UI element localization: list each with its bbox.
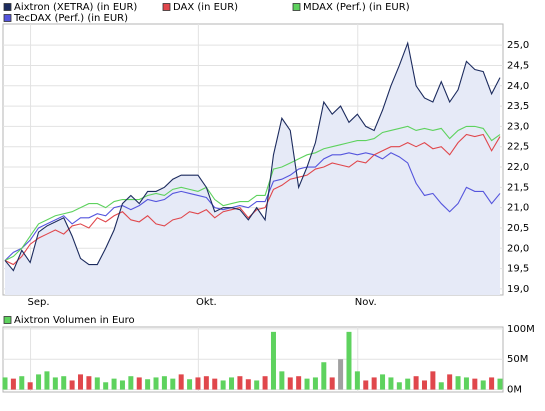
y-tick-label: 23,0	[507, 121, 529, 132]
bar	[405, 378, 411, 390]
legend-swatch	[3, 3, 12, 11]
bar	[354, 371, 360, 390]
bar	[321, 362, 327, 390]
bar	[455, 376, 461, 390]
bar	[36, 374, 42, 390]
legend-label: TecDAX (Perf.) (in EUR)	[13, 13, 128, 24]
bar	[145, 379, 151, 390]
legend-label: MDAX (Perf.) (in EUR)	[303, 2, 410, 13]
bar	[220, 380, 226, 390]
bar	[237, 376, 243, 390]
legend-label: Aixtron (XETRA) (in EUR)	[14, 2, 137, 13]
bar	[296, 376, 302, 390]
x-tick-label: Sep.	[28, 297, 50, 308]
bar	[10, 378, 16, 390]
bar	[338, 359, 344, 390]
y-tick-label: 22,5	[507, 142, 529, 153]
bar	[2, 377, 8, 390]
bar	[329, 377, 335, 390]
y-tick-label: 25,0	[507, 40, 529, 51]
bar	[119, 380, 125, 390]
bar	[212, 378, 218, 390]
bar	[312, 377, 318, 390]
bar	[44, 371, 50, 390]
y-tick-label: 20,5	[507, 223, 529, 234]
bar	[86, 376, 92, 390]
bar	[111, 378, 117, 390]
y-tick-label: 24,0	[507, 81, 529, 92]
y-tick-label: 24,5	[507, 60, 529, 71]
line	[4, 41, 501, 272]
y-tick-label: 22,0	[507, 162, 529, 173]
bar	[346, 331, 352, 390]
line	[4, 125, 501, 261]
bar	[438, 382, 444, 390]
bar	[170, 378, 176, 390]
line	[4, 152, 501, 261]
y-tick-label: 23,5	[507, 101, 529, 112]
y-tick-label: 19,0	[507, 284, 529, 295]
bar	[69, 380, 75, 390]
bar	[472, 378, 478, 390]
y-tick-label: 20,0	[507, 243, 529, 254]
bar	[463, 377, 469, 390]
bar	[497, 378, 503, 390]
bar	[447, 374, 453, 390]
bar	[430, 371, 436, 390]
x-tick-label: Nov.	[355, 297, 377, 308]
bar	[480, 380, 486, 390]
y-tick-label: 0M	[507, 385, 522, 396]
bar	[489, 377, 495, 390]
plot	[2, 41, 503, 390]
bar	[203, 376, 209, 390]
bar	[270, 331, 276, 390]
bar	[161, 376, 167, 390]
bar	[279, 371, 285, 390]
bar	[195, 377, 201, 390]
legend-swatch	[162, 3, 171, 11]
bar	[363, 380, 369, 390]
bar	[187, 379, 193, 390]
bar	[178, 374, 184, 390]
legend-swatch	[3, 14, 12, 22]
bar	[413, 376, 419, 390]
y-tick-label: 19,5	[507, 264, 529, 275]
y-tick-label: 21,5	[507, 182, 529, 193]
bar	[229, 377, 235, 390]
bar	[136, 377, 142, 390]
bar	[19, 376, 25, 390]
bar	[421, 380, 427, 390]
bar	[153, 377, 159, 390]
bar	[128, 376, 134, 390]
y-tick-label: 50M	[507, 354, 528, 365]
bar	[371, 377, 377, 390]
legend-label: Aixtron Volumen in Euro	[14, 315, 135, 326]
bar	[287, 377, 293, 390]
y-tick-label: 100M	[507, 324, 535, 335]
legend-swatch	[292, 3, 301, 11]
bar	[78, 374, 84, 390]
bar	[61, 376, 67, 390]
legend-label: DAX (in EUR)	[173, 2, 238, 13]
bar	[103, 382, 109, 390]
bar	[396, 382, 402, 390]
area	[5, 43, 500, 295]
y-tick-label: 21,0	[507, 203, 529, 214]
bar	[94, 377, 100, 390]
x-tick-label: Okt.	[196, 297, 217, 308]
bar	[388, 377, 394, 390]
bar	[27, 382, 33, 390]
bar	[254, 380, 260, 390]
bar	[52, 377, 58, 390]
bar	[262, 376, 268, 390]
legend-swatch	[3, 316, 12, 324]
bar	[245, 379, 251, 390]
bar	[304, 378, 310, 390]
bar	[380, 374, 386, 390]
